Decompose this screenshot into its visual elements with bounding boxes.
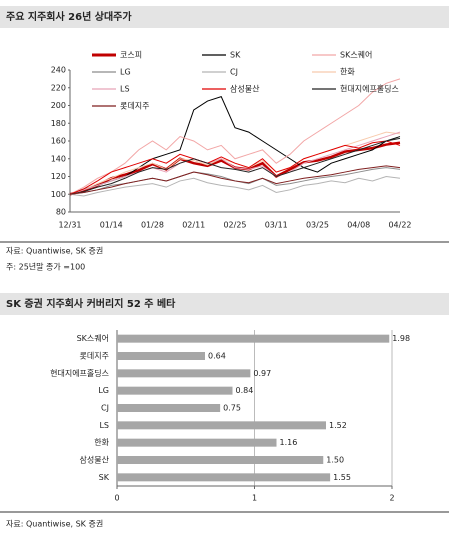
y-tick-label: 200 [51,101,66,110]
x-tick-label: 03/25 [306,221,329,230]
series-line [69,137,401,195]
chart-title: SK 증권 지주회사 커버리지 52 주 베타 [6,297,176,310]
legend-label: 삼성물산 [230,84,260,94]
y-tick-label: 롯데지주 [80,352,109,361]
y-tick-label: SK스퀘어 [77,333,109,343]
y-tick-label: 100 [51,190,66,199]
legend-label: CJ [230,68,238,77]
value-label: 1.50 [326,456,344,465]
legend-label: LS [120,85,130,94]
x-tick-label: 04/08 [347,221,370,230]
bar [117,438,277,447]
x-tick-label: 2 [389,494,394,503]
y-tick-label: 현대지에프홀딩스 [50,368,109,378]
series-line [69,78,401,195]
y-tick-label: 240 [51,66,66,75]
y-tick-label: CJ [101,404,109,413]
bar [117,404,221,412]
value-label: 1.16 [280,438,298,447]
value-label: 0.75 [223,404,241,413]
x-tick-label: 04/22 [388,221,411,230]
series-line [69,141,401,196]
bar [117,421,326,430]
y-tick-label: 120 [51,172,66,181]
source: 자료: Quantiwise, SK 증권 [6,246,103,256]
legend-label: 롯데지주 [120,102,149,111]
legend-label: 코스피 [120,51,142,60]
value-label: 0.97 [253,369,271,378]
x-tick-label: 02/11 [182,221,205,230]
bar [117,386,233,395]
x-tick-label: 12/31 [58,221,81,230]
legend-label: LG [120,68,131,77]
legend-label: SK스퀘어 [340,50,372,60]
x-tick-label: 02/25 [223,221,246,230]
y-tick-label: 220 [51,83,66,92]
series-line [69,165,401,195]
value-label: 1.98 [392,334,410,343]
series-line [69,140,401,195]
y-tick-label: 80 [56,208,66,217]
legend-label: 한화 [340,68,355,77]
bar [117,473,331,482]
y-tick-label: 한화 [94,438,109,447]
y-tick-label: SK [99,473,110,482]
x-tick-label: 1 [252,494,257,503]
series-line [69,131,401,195]
chart-title: 주요 지주회사 26년 상대주가 [6,10,132,23]
header-bar [0,6,449,28]
y-tick-label: LS [99,421,109,430]
series-line [69,175,401,197]
y-tick-label: LG [98,386,109,395]
value-label: 1.52 [329,421,347,430]
legend-label: 현대지에프홀딩스 [340,84,399,94]
note: 주: 25년말 종가 =100 [6,262,85,272]
legend-label: SK [230,51,241,60]
value-label: 0.64 [208,352,226,361]
x-tick-label: 03/11 [265,221,288,230]
y-tick-label: 160 [51,137,66,146]
y-tick-label: 140 [51,154,66,163]
x-tick-label: 01/28 [141,221,164,230]
x-tick-label: 0 [114,494,119,503]
bar [117,456,324,464]
y-tick-label: 삼성물산 [80,455,110,465]
y-tick-label: 180 [51,119,66,128]
x-tick-label: 01/14 [100,221,123,230]
value-label: 1.55 [333,473,351,482]
bar [117,352,205,360]
source: 자료: Quantiwise, SK 증권 [6,519,103,529]
value-label: 0.84 [236,386,254,395]
bar [117,369,251,378]
header-bar [0,293,449,315]
bar [117,334,390,343]
